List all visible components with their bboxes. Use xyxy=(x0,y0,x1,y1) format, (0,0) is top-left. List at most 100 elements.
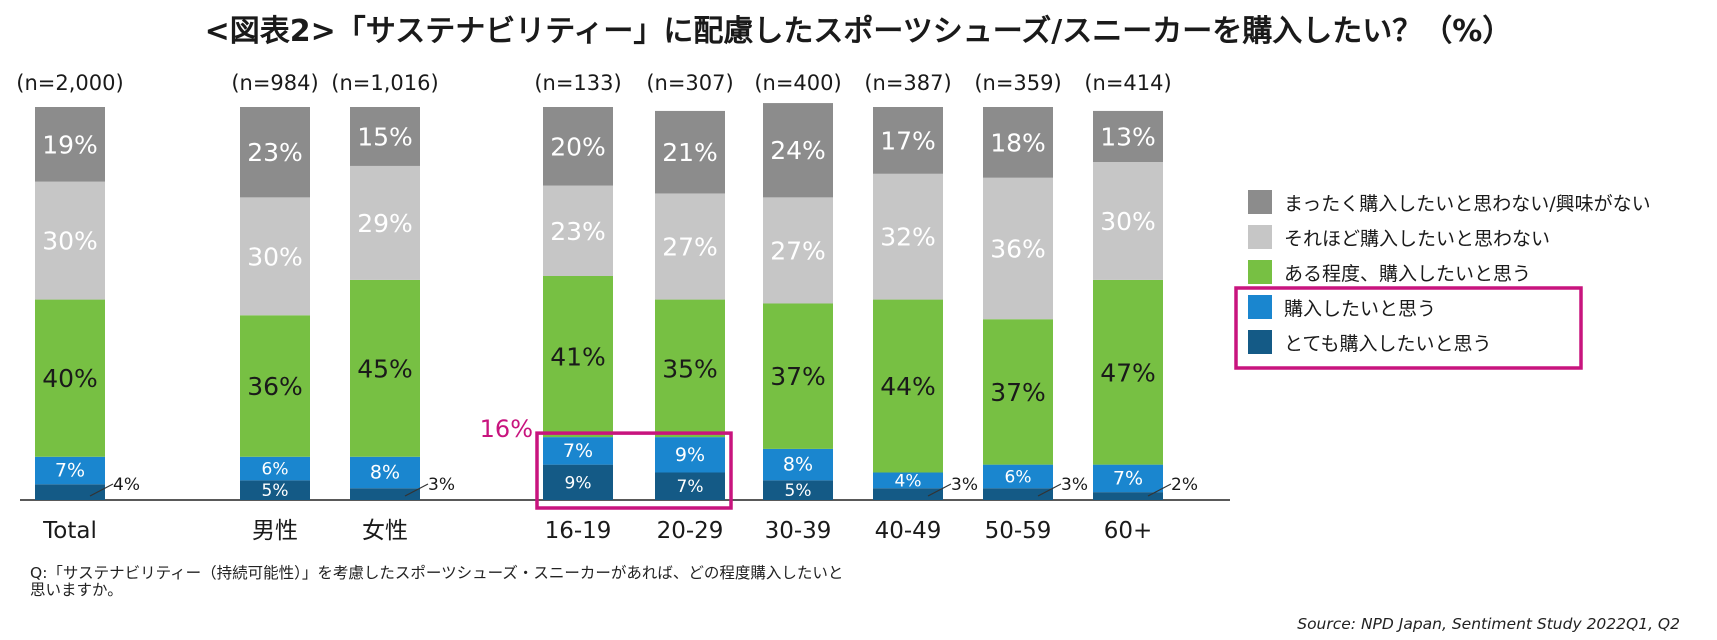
data-label-very_much: 4% xyxy=(113,475,140,495)
data-label-not_at_all: 17% xyxy=(880,126,936,155)
leader-line xyxy=(89,483,114,497)
bar-segment-not_at_all xyxy=(35,107,105,182)
leader-line xyxy=(404,483,429,497)
data-label-want: 7% xyxy=(1113,467,1143,489)
sample-size-label: (n=133) xyxy=(534,71,621,95)
legend-swatch-somewhat xyxy=(1248,260,1272,284)
bar-segment-very_much xyxy=(240,480,310,500)
category-tick-label: 女性 xyxy=(362,518,408,544)
data-label-somewhat: 47% xyxy=(1100,358,1156,387)
sample-size-label: (n=984) xyxy=(231,71,318,95)
legend-label-not_really: それほど購入したいと思わない xyxy=(1284,228,1550,250)
bar-segment-very_much xyxy=(543,464,613,500)
bar-segment-not_really xyxy=(350,165,420,280)
data-label-very_much: 9% xyxy=(565,473,592,493)
data-label-want: 7% xyxy=(563,440,593,462)
bar-segment-not_at_all xyxy=(1093,110,1163,163)
bar-segment-not_really xyxy=(543,185,613,276)
data-label-not_really: 30% xyxy=(1100,207,1156,236)
category-tick-label: 男性 xyxy=(252,518,298,544)
data-label-very_much: 2% xyxy=(1171,475,1198,495)
bar-segment-not_really xyxy=(983,177,1053,320)
data-label-want: 8% xyxy=(783,454,813,476)
sample-size-label: (n=387) xyxy=(864,71,951,95)
sample-size-label: (n=307) xyxy=(646,71,733,95)
data-label-somewhat: 36% xyxy=(247,372,303,401)
data-label-very_much: 3% xyxy=(428,475,455,495)
category-tick-label: 16-19 xyxy=(545,518,612,544)
bar-segment-somewhat xyxy=(35,299,105,457)
category-tick-label: 30-39 xyxy=(765,518,832,544)
leader-line xyxy=(1147,483,1172,497)
legend-swatch-not_at_all xyxy=(1248,190,1272,214)
sample-size-label: (n=359) xyxy=(974,71,1061,95)
data-label-want: 9% xyxy=(675,444,705,466)
bar-segment-very_much xyxy=(35,484,105,500)
leader-line xyxy=(1037,483,1062,497)
bar-segment-want xyxy=(655,437,725,473)
survey-question: Q:「サステナビリティー（持続可能性）」を考慮したスポーツシューズ・スニーカーが… xyxy=(30,564,844,599)
data-label-not_really: 32% xyxy=(880,223,936,252)
bar-segment-not_really xyxy=(240,197,310,316)
category-tick-label: 50-59 xyxy=(985,518,1052,544)
data-label-not_really: 27% xyxy=(770,236,826,265)
legend-label-not_at_all: まったく購入したいと思わない/興味がない xyxy=(1284,193,1651,215)
legend-highlight-box xyxy=(1234,286,1583,370)
data-label-not_at_all: 13% xyxy=(1100,122,1156,151)
data-label-very_much: 7% xyxy=(677,477,704,497)
data-label-not_really: 29% xyxy=(357,209,413,238)
category-tick-label: 20-29 xyxy=(657,518,724,544)
legend-label-very_much: とても購入したいと思う xyxy=(1284,333,1491,355)
legend-swatch-want xyxy=(1248,295,1272,319)
data-label-not_at_all: 19% xyxy=(42,130,98,159)
bar-segment-not_really xyxy=(655,193,725,300)
data-label-not_really: 36% xyxy=(990,234,1046,263)
category-tick-label: 60+ xyxy=(1104,518,1153,544)
data-label-very_much: 3% xyxy=(951,475,978,495)
data-label-not_really: 27% xyxy=(662,233,718,262)
bar-segment-want xyxy=(350,456,420,489)
source-note: Source: NPD Japan, Sentiment Study 2022Q… xyxy=(1297,615,1680,633)
sample-size-label: (n=1,016) xyxy=(331,71,438,95)
sample-size-label: (n=400) xyxy=(754,71,841,95)
legend-label-want: 購入したいと思う xyxy=(1284,298,1436,320)
legend-swatch-not_really xyxy=(1248,225,1272,249)
data-label-not_at_all: 24% xyxy=(770,136,826,165)
bar-segment-somewhat xyxy=(543,275,613,438)
sample-size-label: (n=2,000) xyxy=(16,71,123,95)
data-label-somewhat: 41% xyxy=(550,343,606,372)
bar-segment-not_at_all xyxy=(873,107,943,174)
bar-segment-not_at_all xyxy=(655,110,725,194)
sample-size-label: (n=414) xyxy=(1084,71,1171,95)
bar-segment-not_at_all xyxy=(763,103,833,198)
bar-segment-want xyxy=(763,448,833,481)
legend-label-somewhat: ある程度、購入したいと思う xyxy=(1284,263,1531,285)
data-label-somewhat: 35% xyxy=(662,354,718,383)
bar-segment-somewhat xyxy=(350,279,420,457)
data-label-somewhat: 40% xyxy=(42,364,98,393)
data-label-somewhat: 44% xyxy=(880,372,936,401)
bar-segment-somewhat xyxy=(1093,279,1163,465)
data-label-very_much: 5% xyxy=(785,481,812,501)
data-label-not_really: 23% xyxy=(550,217,606,246)
data-label-not_at_all: 18% xyxy=(990,128,1046,157)
bar-segment-very_much xyxy=(873,488,943,500)
leader-line xyxy=(927,483,952,497)
bar-segment-not_at_all xyxy=(543,107,613,186)
data-label-very_much: 3% xyxy=(1061,475,1088,495)
bar-segment-somewhat xyxy=(983,319,1053,465)
data-label-want: 6% xyxy=(262,460,289,480)
data-label-want: 8% xyxy=(370,461,400,483)
bar-segment-very_much xyxy=(1093,492,1163,500)
bar-segment-not_at_all xyxy=(983,107,1053,178)
highlight-box xyxy=(535,431,733,510)
data-label-very_much: 5% xyxy=(262,481,289,501)
bar-segment-somewhat xyxy=(763,303,833,449)
data-label-not_at_all: 15% xyxy=(357,122,413,151)
highlight-label: 16% xyxy=(480,415,533,443)
bar-segment-somewhat xyxy=(655,299,725,438)
data-label-not_really: 30% xyxy=(247,242,303,271)
bar-segment-somewhat xyxy=(873,299,943,473)
bar-segment-not_really xyxy=(1093,162,1163,280)
